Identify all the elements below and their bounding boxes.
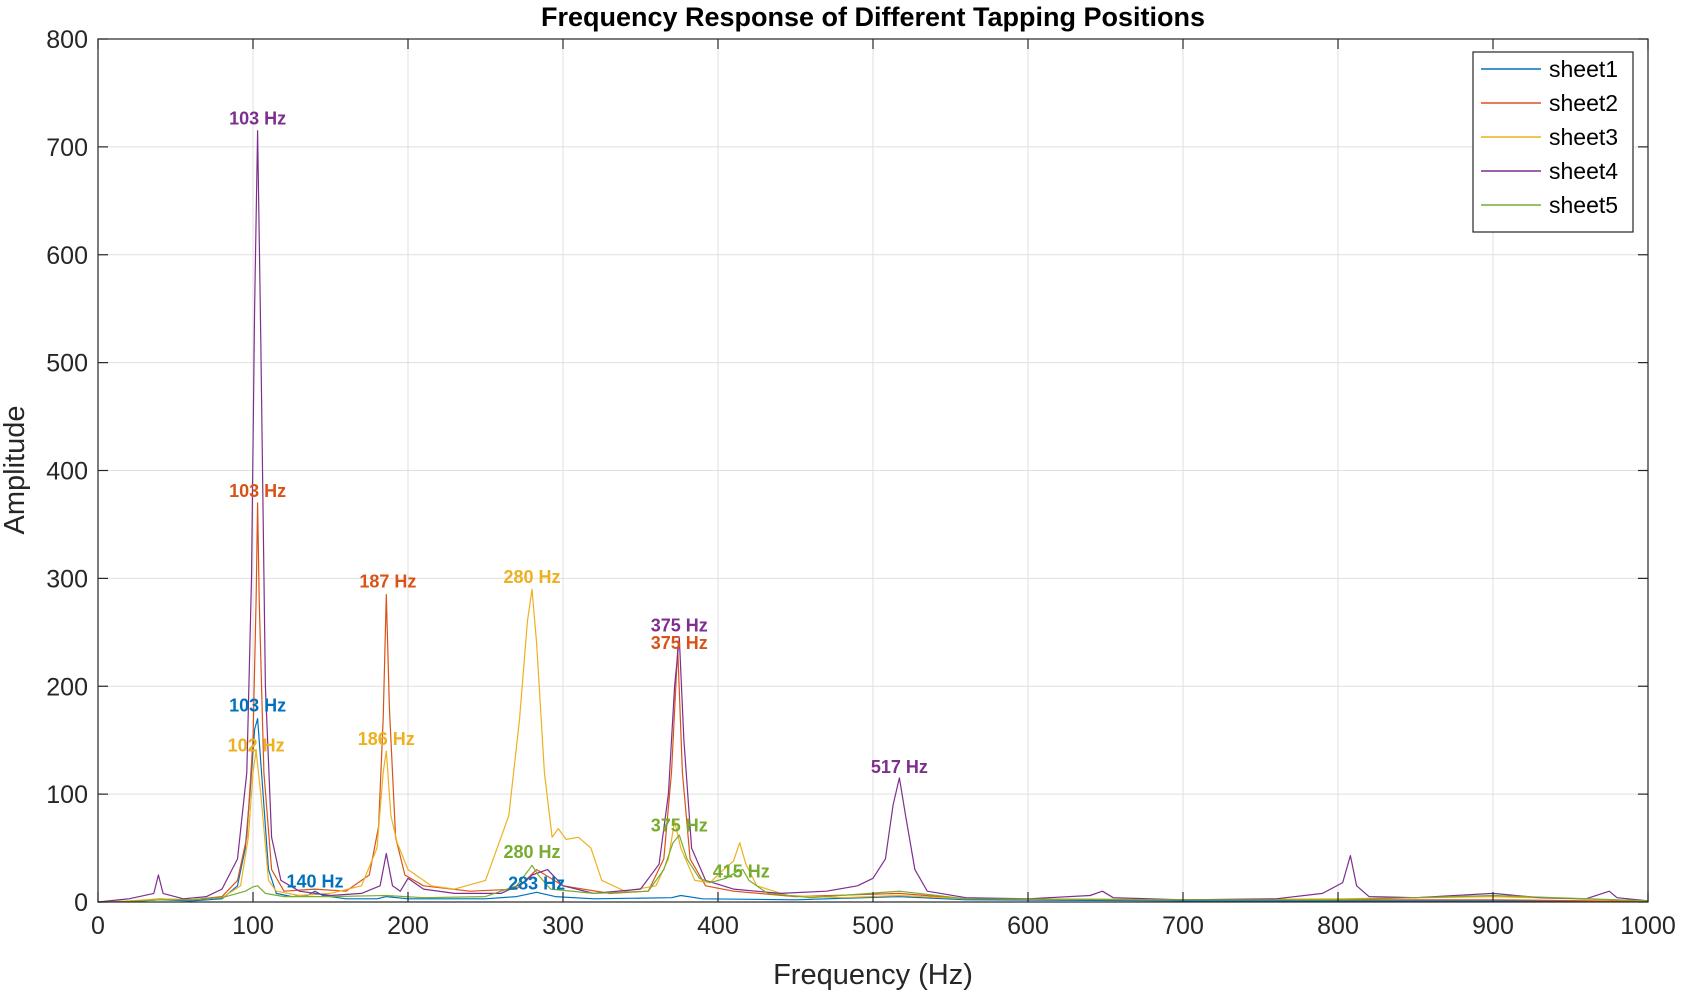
y-axis-label: Amplitude [0,406,31,535]
peak-label: 140 Hz [286,871,343,891]
legend-box [1472,51,1634,233]
x-tick-label: 900 [1472,912,1514,940]
y-tick-label: 800 [46,26,88,54]
series-line-sheet4 [97,130,1649,903]
series-line-sheet2 [97,502,1649,903]
x-axis-label: Frequency (Hz) [773,959,973,991]
peak-label: 103 Hz [229,481,286,501]
x-tick-label: 1000 [1620,912,1676,940]
y-tick-label: 200 [46,673,88,701]
peak-label: 280 Hz [503,567,560,587]
peak-label: 102 Hz [228,735,285,755]
series-line-sheet3 [97,588,1649,903]
y-tick-label: 300 [46,565,88,593]
y-tick-label: 400 [46,458,88,486]
x-tick-label: 600 [1007,912,1049,940]
peak-label: 103 Hz [229,109,286,129]
series-lines [97,130,1649,903]
legend-label-sheet5[interactable]: sheet5 [1549,192,1618,218]
y-tick-label: 600 [46,242,88,270]
y-tick-label: 0 [74,889,88,917]
y-tick-label: 700 [46,134,88,162]
chart-title: Frequency Response of Different Tapping … [541,2,1205,32]
peak-label: 415 Hz [713,862,770,882]
peak-label: 375 Hz [651,633,708,653]
legend[interactable]: sheet1 sheet2 sheet3 sheet4 sheet5 [1472,51,1634,233]
peak-label: 187 Hz [359,571,416,591]
peak-label: 517 Hz [871,757,928,777]
legend-label-sheet4[interactable]: sheet4 [1549,158,1618,184]
y-tick-label: 100 [46,781,88,809]
x-tick-label: 500 [852,912,894,940]
x-tick-label: 100 [232,912,274,940]
x-tick-label: 300 [542,912,584,940]
series-line-sheet5 [97,834,1649,903]
x-tick-label: 200 [387,912,429,940]
series-line-sheet1 [97,718,1649,903]
x-tick-label: 700 [1162,912,1204,940]
peak-label: 375 Hz [651,815,708,835]
peak-label: 280 Hz [503,842,560,862]
x-tick-label: 800 [1317,912,1359,940]
y-tick-label: 500 [46,350,88,378]
legend-label-sheet1[interactable]: sheet1 [1549,56,1618,82]
peak-label: 375 Hz [651,616,708,636]
peak-label: 186 Hz [358,729,415,749]
peak-label: 103 Hz [229,696,286,716]
x-tick-label: 400 [697,912,739,940]
x-tick-label: 0 [91,912,105,940]
legend-label-sheet3[interactable]: sheet3 [1549,124,1618,150]
legend-label-sheet2[interactable]: sheet2 [1549,90,1618,116]
peak-label: 283 Hz [508,874,565,894]
axis-ticks: 0 100 200 300 400 500 600 700 800 900 1000 0 100 200 3… [46,26,1676,940]
